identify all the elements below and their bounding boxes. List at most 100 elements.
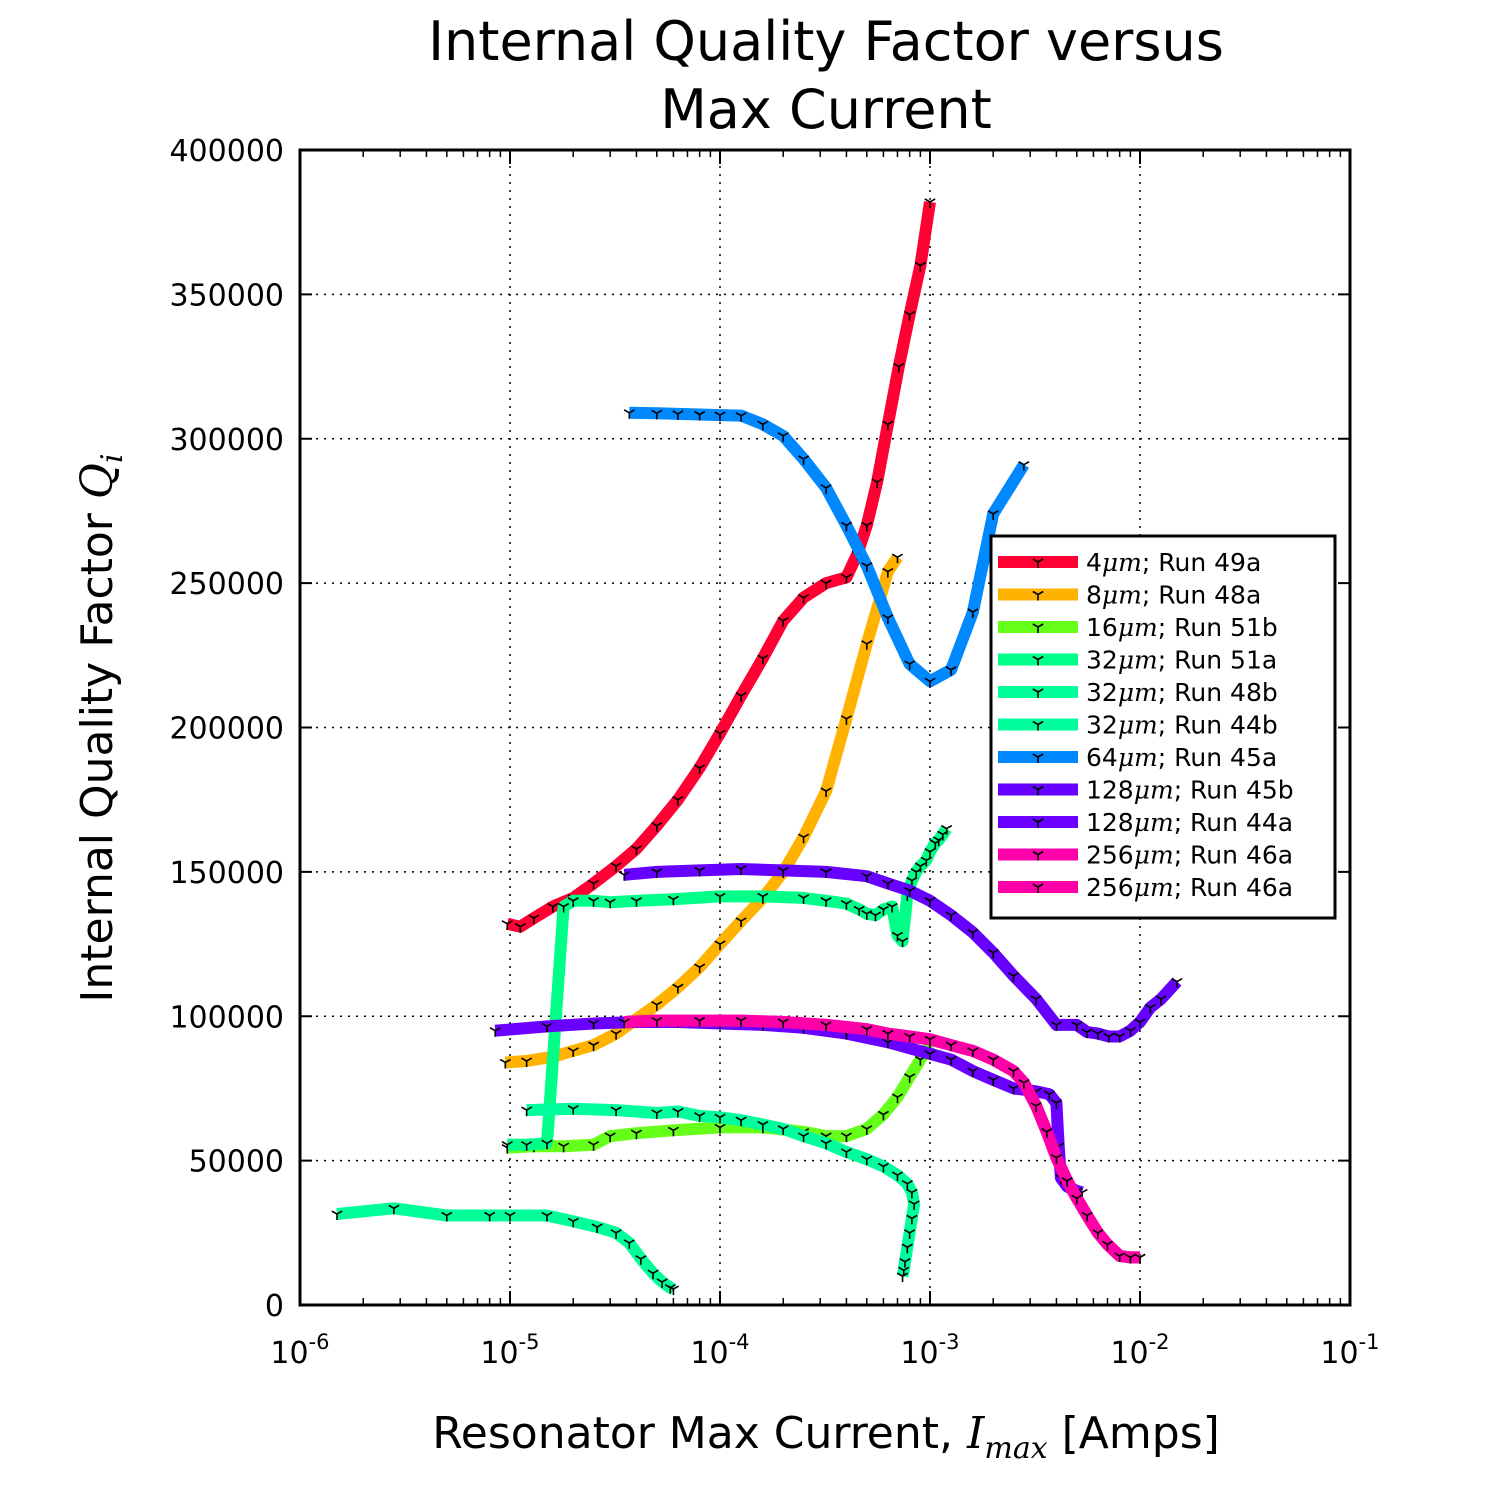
legend-label-size: 128 — [1086, 776, 1134, 805]
series-point — [882, 567, 894, 578]
series-point — [987, 1055, 999, 1066]
x-tick-label-exponent: -3 — [939, 1330, 960, 1354]
x-axis-label-suffix: [Amps] — [1048, 1408, 1220, 1459]
series-point — [797, 593, 810, 604]
series-point — [1071, 1194, 1083, 1205]
legend-marker — [1032, 655, 1044, 666]
series-point — [623, 1239, 635, 1249]
series-point — [672, 1107, 684, 1118]
legend-label: 128μm; Run 45b — [1086, 776, 1294, 805]
series-point — [861, 562, 873, 572]
legend-label-unit: μm — [1118, 743, 1158, 772]
legend-label: 128μm; Run 44a — [1086, 808, 1293, 837]
series-point — [514, 923, 526, 933]
series-point — [967, 928, 979, 939]
y-tick-label: 50000 — [189, 1145, 284, 1180]
y-axis-label-math: Q — [72, 463, 123, 499]
legend-label-unit: μm — [1102, 548, 1142, 577]
series-point — [714, 892, 726, 903]
series-point — [651, 1109, 663, 1119]
series-point — [735, 1016, 747, 1027]
legend-label-size: 256 — [1086, 841, 1134, 870]
series-point — [630, 1129, 643, 1140]
x-tick-label-exponent: -5 — [519, 1330, 540, 1354]
legend-label-size: 32 — [1086, 646, 1118, 675]
series-point — [861, 910, 873, 920]
x-axis-label-text: Resonator Max Current, — [432, 1408, 967, 1459]
legend-label-size: 32 — [1086, 711, 1118, 740]
legend-label: 16μm; Run 51b — [1086, 613, 1278, 642]
series-point — [667, 1126, 680, 1137]
series-point — [1155, 995, 1167, 1005]
series-point — [757, 892, 769, 903]
series-point — [797, 833, 810, 844]
x-tick-label: 10-2 — [1110, 1330, 1169, 1371]
series-point — [904, 660, 916, 670]
series-point — [967, 1047, 979, 1057]
x-axis-label-math-sub: max — [984, 1431, 1047, 1466]
series-point — [651, 1016, 663, 1027]
series-point — [967, 1067, 979, 1078]
series-point — [820, 579, 832, 590]
series-point — [667, 1285, 680, 1296]
series-point — [694, 1112, 706, 1122]
legend-item: 64μm; Run 45a — [998, 743, 1277, 772]
series-point — [1114, 1032, 1126, 1043]
y-tick-label: 0 — [265, 1289, 284, 1324]
series-line — [623, 863, 1182, 1043]
x-tick-label-exponent: -6 — [309, 1330, 330, 1354]
series-point — [820, 1021, 832, 1031]
legend-label-size: 4 — [1086, 548, 1102, 577]
series-point — [1030, 995, 1042, 1005]
legend-marker — [1032, 720, 1044, 731]
series-point — [672, 410, 684, 420]
series-point — [891, 1171, 904, 1182]
series-point — [656, 1278, 668, 1288]
series-point — [604, 1132, 616, 1143]
series-point — [735, 411, 747, 422]
series-point — [861, 1025, 873, 1036]
series-point — [840, 521, 853, 532]
series-point — [901, 1243, 913, 1254]
series-point — [820, 1139, 832, 1150]
series-point — [1018, 461, 1030, 471]
legend-label: 32μm; Run 48b — [1086, 678, 1278, 707]
y-tick-label: 250000 — [169, 567, 284, 602]
series-point — [820, 787, 832, 798]
series-point — [388, 1204, 400, 1215]
series-point — [1041, 1128, 1053, 1138]
series-point — [504, 1211, 516, 1222]
legend-label-unit: μm — [1134, 808, 1174, 837]
series-point — [587, 1141, 600, 1151]
series-point — [521, 1106, 533, 1117]
legend-label: 256μm; Run 46a — [1086, 873, 1293, 902]
series-point — [547, 902, 559, 913]
series-point — [714, 1113, 726, 1124]
series-point — [558, 902, 570, 913]
series-point — [924, 1035, 936, 1046]
series-point — [567, 1104, 579, 1115]
series-point — [1007, 1067, 1020, 1078]
series-point — [441, 1211, 453, 1222]
x-tick-label-exponent: -1 — [1359, 1330, 1380, 1354]
series-point — [630, 845, 643, 855]
series-point — [1018, 1078, 1030, 1089]
series-point — [877, 905, 890, 916]
series-point — [877, 1162, 890, 1173]
plot-frame — [298, 148, 1352, 1307]
legend-label-unit: μm — [1134, 873, 1174, 902]
legend-label-unit: μm — [1118, 678, 1158, 707]
legend-marker — [1032, 753, 1044, 763]
legend-label-unit: μm — [1118, 711, 1158, 740]
legend-item: 128μm; Run 45b — [998, 776, 1294, 805]
x-axis-label-math: I — [966, 1408, 986, 1459]
legend-marker — [1032, 850, 1044, 861]
series-line — [624, 1014, 1140, 1264]
legend-label-run: ; Run 44b — [1158, 711, 1278, 740]
series-point — [521, 1057, 533, 1068]
series-point — [924, 1050, 936, 1060]
series-point — [906, 1188, 918, 1199]
series-6 — [623, 406, 1030, 688]
legend-label-unit: μm — [1134, 776, 1174, 805]
legend-label: 256μm; Run 46a — [1086, 841, 1293, 870]
